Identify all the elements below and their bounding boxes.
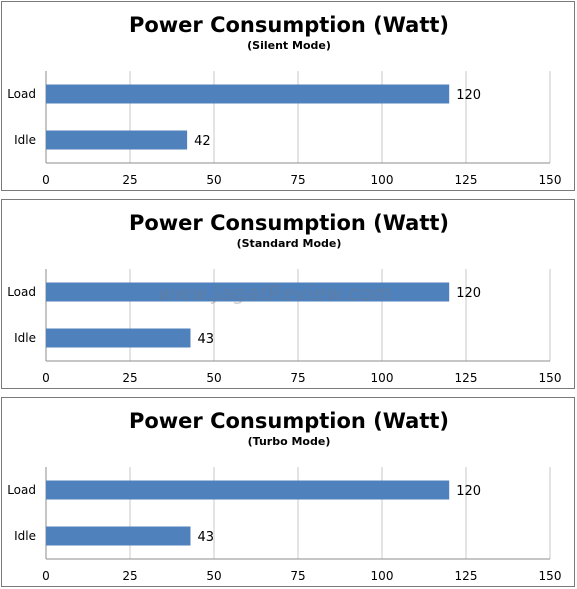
category-label: Load [7,285,36,299]
chart-panel-standard: Power Consumption (Watt) (Standard Mode)… [1,199,575,389]
bar [46,328,191,348]
bar [46,130,188,150]
x-tick-label: 50 [206,569,221,583]
chart-subtitle: (Silent Mode) [247,39,331,52]
chart-title: Power Consumption (Watt) [129,211,449,235]
plot-area: 0 25 50 75 100 125 150 Load 120 Idle 42 [7,71,561,187]
plot-area: 0 25 50 75 100 125 150 Load 120 Idle 43 [7,467,561,583]
chart-title: Power Consumption (Watt) [129,409,449,433]
x-tick-label: 0 [42,371,50,385]
category-label: Load [7,483,36,497]
data-label: 120 [456,286,481,301]
bar [46,526,191,546]
x-tick-label: 100 [371,371,394,385]
chart-subtitle: (Standard Mode) [237,237,342,250]
category-label: Idle [14,529,36,543]
chart-svg-silent: Power Consumption (Watt) (Silent Mode) 0… [7,13,561,187]
x-tick-label: 125 [455,569,478,583]
chart-svg-turbo: Power Consumption (Watt) (Turbo Mode) 0 2… [7,409,561,583]
x-tick-label: 0 [42,173,50,187]
chart-panel-silent: Power Consumption (Watt) (Silent Mode) 0… [1,1,575,191]
chart-svg-standard: Power Consumption (Watt) (Standard Mode)… [7,211,561,385]
x-tick-label: 150 [539,173,562,187]
x-tick-label: 125 [455,173,478,187]
data-label: 120 [456,88,481,103]
category-label: Idle [14,133,36,147]
x-tick-label: 75 [290,371,305,385]
chart-title: Power Consumption (Watt) [129,13,449,37]
bar [46,282,450,302]
data-label: 43 [197,530,214,545]
x-tick-label: 150 [539,569,562,583]
x-tick-label: 75 [290,569,305,583]
x-tick-label: 25 [122,371,137,385]
x-tick-label: 50 [206,173,221,187]
plot-area: 0 25 50 75 100 125 150 Load 120 Idle 43 [7,269,561,385]
x-tick-label: 0 [42,569,50,583]
category-label: Load [7,87,36,101]
chart-subtitle: (Turbo Mode) [248,435,331,448]
category-label: Idle [14,331,36,345]
data-label: 42 [194,134,211,149]
x-tick-label: 125 [455,371,478,385]
bar [46,84,450,104]
x-tick-label: 25 [122,569,137,583]
x-tick-label: 100 [371,173,394,187]
x-tick-label: 75 [290,173,305,187]
data-label: 120 [456,484,481,499]
chart-panel-turbo: Power Consumption (Watt) (Turbo Mode) 0 2… [1,397,575,587]
x-tick-label: 25 [122,173,137,187]
x-tick-label: 50 [206,371,221,385]
data-label: 43 [197,332,214,347]
x-tick-label: 150 [539,371,562,385]
bar [46,480,450,500]
x-tick-label: 100 [371,569,394,583]
